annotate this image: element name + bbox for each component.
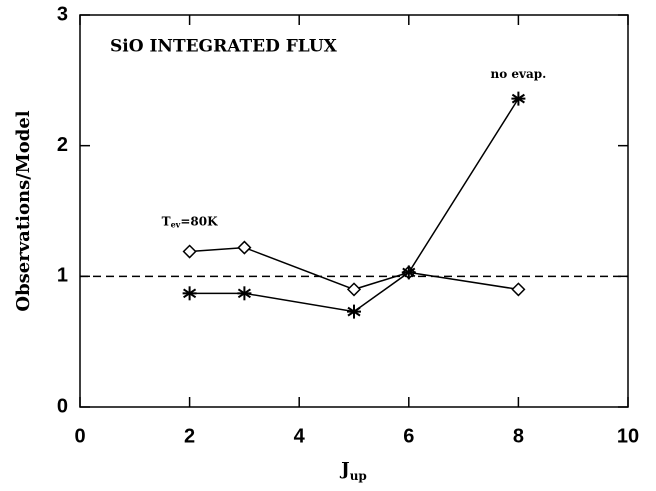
x-tick-label: 8 xyxy=(513,425,524,447)
annotation: Tev=80K xyxy=(162,214,218,230)
x-tick-label: 2 xyxy=(184,425,195,447)
annotation-rest: =80K xyxy=(180,214,218,228)
y-tick-label: 2 xyxy=(57,134,68,156)
diamond-marker xyxy=(237,240,252,255)
y-tick-label: 0 xyxy=(57,395,68,417)
asterisk-marker xyxy=(237,286,252,301)
chart-title: SiO INTEGRATED FLUX xyxy=(110,37,338,57)
x-tick-label: 4 xyxy=(294,425,306,447)
x-label-main: J xyxy=(339,459,350,480)
plot-frame xyxy=(79,14,629,408)
asterisk-marker xyxy=(511,91,526,106)
asterisk-marker xyxy=(347,304,361,319)
annotation: no evap. xyxy=(490,66,546,80)
x-tick-label: 0 xyxy=(74,425,85,447)
x-label-sub: up xyxy=(350,469,367,483)
diamond-marker xyxy=(346,282,362,297)
y-axis-label: Observations/Model xyxy=(13,110,34,311)
y-tick-label: 1 xyxy=(57,265,68,287)
asterisk-marker xyxy=(401,265,416,280)
annotation-sub: ev xyxy=(171,219,181,229)
asterisk-marker xyxy=(182,286,197,301)
series-line xyxy=(189,98,520,313)
annotation-main: T xyxy=(162,214,171,228)
x-axis-label: Jup xyxy=(339,459,367,483)
x-tick-label: 10 xyxy=(617,425,639,447)
x-tick-label: 6 xyxy=(403,425,414,447)
annotation-main: no evap. xyxy=(490,66,546,80)
diamond-marker xyxy=(511,282,526,297)
diamond-marker xyxy=(182,244,197,259)
y-tick-label: 3 xyxy=(57,3,68,25)
